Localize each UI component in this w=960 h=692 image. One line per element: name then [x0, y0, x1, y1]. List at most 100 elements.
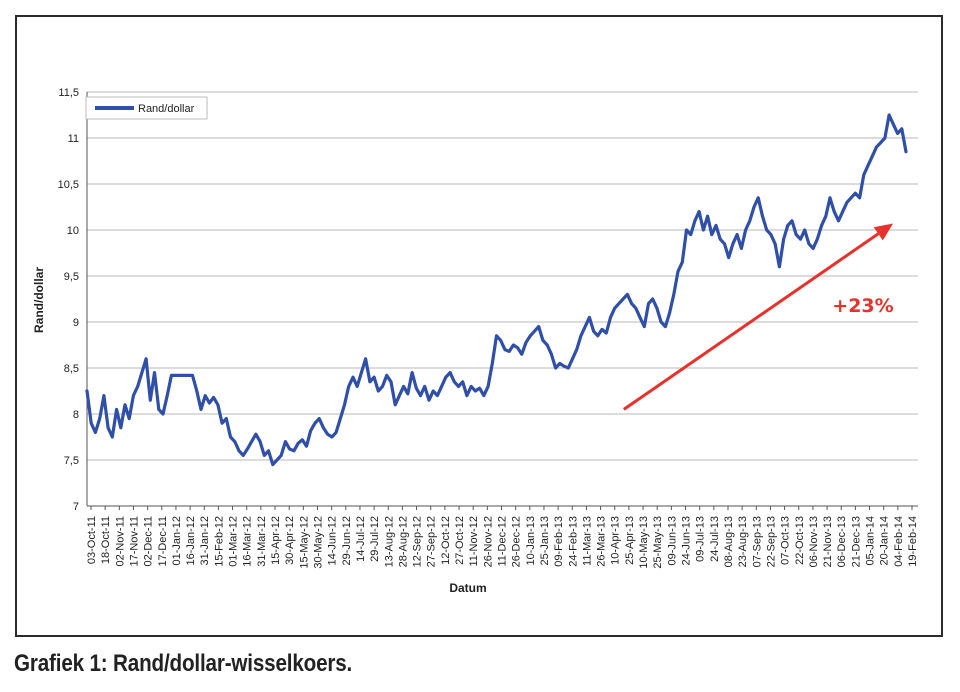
data-point [495, 335, 498, 337]
data-point [398, 395, 400, 397]
data-point [804, 229, 806, 231]
data-point [774, 243, 776, 245]
axes [86, 92, 918, 507]
y-tick-label: 10,5 [58, 179, 79, 191]
data-point [795, 234, 797, 236]
data-point [356, 385, 358, 387]
x-tick-label: 10-Apr-13 [610, 516, 622, 565]
data-point [656, 307, 658, 309]
data-point [327, 433, 329, 435]
data-point [601, 328, 603, 330]
data-point [622, 298, 624, 300]
data-point [825, 215, 827, 217]
data-point [555, 367, 557, 369]
data-point [318, 418, 320, 420]
y-tick-label: 8,5 [64, 363, 79, 375]
x-tick-label: 15-Feb-12 [213, 516, 225, 567]
data-point [94, 431, 96, 433]
data-point [208, 402, 210, 404]
data-point [829, 197, 831, 199]
data-point [483, 395, 485, 397]
data-point [238, 450, 240, 452]
data-point [335, 431, 337, 433]
x-tick-label: 22-Sep-13 [765, 516, 777, 567]
data-point [90, 422, 92, 424]
data-point [432, 390, 434, 392]
data-point [373, 376, 375, 378]
data-point [702, 229, 705, 231]
data-point [719, 238, 721, 240]
data-point [436, 395, 438, 397]
data-point [479, 387, 481, 389]
data-point [153, 372, 156, 374]
x-tick-label: 24-Feb-13 [567, 516, 579, 567]
data-point [474, 390, 476, 392]
data-point [871, 155, 873, 157]
data-point [669, 312, 671, 314]
x-tick-label: 26-Nov-12 [482, 516, 494, 567]
data-point [217, 404, 219, 406]
data-point [576, 349, 578, 351]
x-tick-label: 11-Mar-13 [581, 516, 593, 566]
y-tick-label: 9,5 [64, 271, 79, 283]
legend-label: Rand/dollar [138, 103, 195, 115]
x-tick-label: 15-Apr-12 [270, 516, 282, 565]
x-tick-label: 09-Jun-13 [666, 516, 678, 566]
data-point [605, 332, 607, 334]
data-point [242, 454, 244, 456]
x-tick-label: 04-Feb-14 [893, 516, 905, 567]
data-point [660, 321, 662, 323]
data-point [453, 381, 455, 383]
x-axis-label: Datum [449, 581, 486, 595]
data-point [614, 307, 616, 309]
data-point [884, 137, 886, 139]
x-tick-label: 18-Oct-11 [100, 516, 112, 564]
data-point [888, 114, 890, 116]
x-tick-label: 25-Apr-13 [624, 516, 636, 565]
data-point [664, 326, 667, 328]
data-point [563, 365, 565, 367]
data-point [740, 247, 743, 249]
data-point [403, 385, 405, 387]
data-point [141, 372, 143, 374]
data-point [905, 151, 907, 153]
data-point [428, 399, 430, 401]
data-point [445, 376, 447, 378]
data-point [567, 367, 569, 369]
data-point [263, 454, 265, 456]
annotation-arrow-shaft [622, 232, 880, 411]
data-point [187, 374, 189, 376]
x-tick-label: 24-Jun-13 [681, 516, 693, 566]
y-tick-label: 8 [73, 409, 79, 421]
data-point [280, 454, 282, 456]
x-tick-label: 10-Jan-13 [525, 516, 537, 566]
x-tick-label: 13-Aug-12 [383, 516, 395, 567]
data-point [331, 436, 333, 438]
data-point [365, 358, 367, 360]
x-tick-label: 09-Feb-13 [553, 516, 565, 567]
data-point [377, 390, 379, 392]
x-tick-label: 08-Aug-13 [723, 516, 735, 567]
data-point [643, 326, 645, 328]
data-point [272, 464, 274, 466]
x-tick-label: 14-Jun-12 [327, 516, 339, 566]
x-tick-label: 29-Jul-12 [369, 516, 381, 562]
data-point [875, 146, 878, 148]
data-point [103, 395, 105, 397]
x-tick-label: 20-Jan-14 [879, 516, 891, 566]
data-point [842, 211, 844, 213]
data-point [690, 234, 692, 236]
data-point [297, 442, 299, 444]
data-point [757, 197, 759, 199]
x-tick-label: 22-Oct-13 [794, 516, 806, 565]
data-point [850, 197, 852, 199]
x-tick-label: 01-Mar-12 [228, 516, 240, 567]
data-point [559, 362, 561, 364]
data-point [542, 339, 544, 341]
x-tick-label: 06-Dec-13 [836, 516, 848, 567]
data-point [761, 215, 764, 217]
x-tick-label: 16-Jan-12 [185, 516, 197, 566]
data-point [137, 385, 139, 387]
x-tick-label: 23-Aug-13 [737, 516, 749, 567]
data-point [259, 441, 261, 443]
